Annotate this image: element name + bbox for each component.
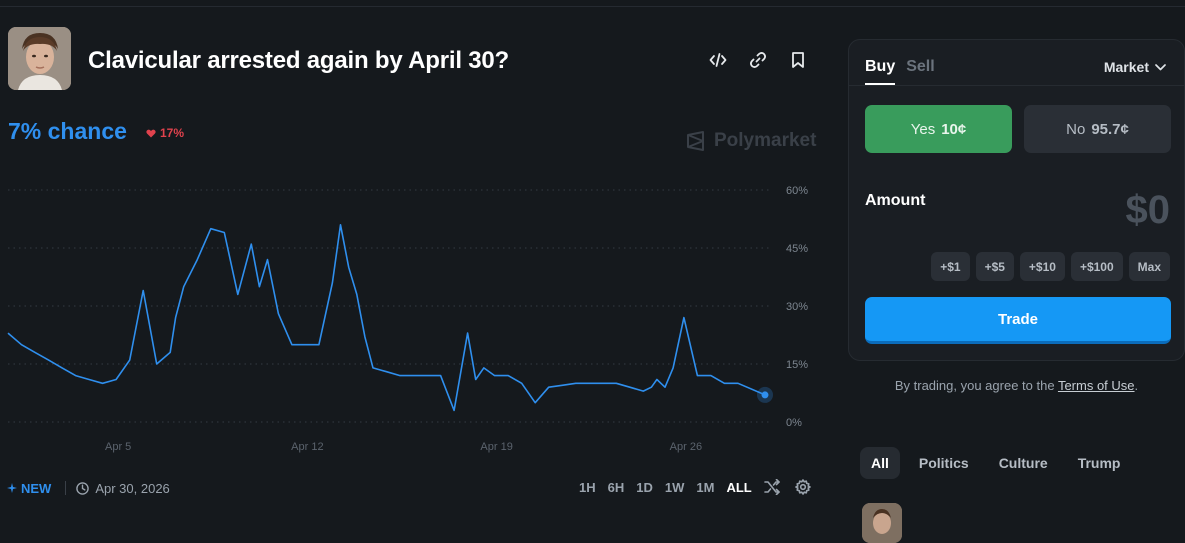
category-culture[interactable]: Culture [998, 455, 1048, 471]
y-tick-label: 15% [786, 359, 808, 371]
range-1d[interactable]: 1D [636, 479, 653, 495]
top-divider [0, 6, 1185, 7]
polymarket-icon [687, 131, 704, 151]
range-1h[interactable]: 1H [579, 479, 596, 495]
series-line [7, 224, 766, 412]
y-tick-label: 30% [786, 301, 808, 313]
link-icon[interactable] [746, 48, 770, 72]
range-6h[interactable]: 6H [607, 479, 625, 495]
clock-icon [76, 481, 90, 495]
chart-footer: NEW Apr 30, 2026 [7, 478, 170, 498]
chip-plus-1[interactable]: +$1 [931, 252, 970, 281]
market-image [8, 27, 71, 90]
price-chart[interactable]: 60% 45% 30% 15% 0% Apr 5 Apr 12 Apr 19 Apr 26 [0, 175, 840, 465]
shuffle-icon[interactable] [763, 479, 780, 495]
no-label: No [1066, 120, 1086, 138]
x-tick-label: Apr 26 [670, 441, 702, 453]
buy-no-button[interactable]: No 95.7¢ [1024, 105, 1171, 153]
chip-max[interactable]: Max [1128, 252, 1170, 281]
x-tick-label: Apr 12 [291, 441, 323, 453]
new-badge: NEW [7, 481, 51, 496]
y-tick-label: 60% [786, 185, 808, 197]
x-tick-label: Apr 5 [105, 441, 131, 453]
active-tab-indicator [865, 83, 895, 85]
brand-name: Polymarket [714, 130, 817, 151]
tab-sell[interactable]: Sell [906, 58, 935, 75]
settings-gear-icon[interactable] [794, 479, 811, 495]
chip-plus-100[interactable]: +$100 [1070, 252, 1123, 281]
buy-yes-button[interactable]: Yes 10¢ [865, 105, 1012, 153]
current-point [761, 391, 769, 399]
category-trump[interactable]: Trump [1077, 455, 1121, 471]
range-all[interactable]: ALL [726, 479, 752, 495]
trade-button[interactable]: Trade [865, 297, 1171, 344]
yes-price: 10¢ [941, 120, 967, 138]
y-tick-label: 45% [786, 243, 808, 255]
polymarket-logo: Polymarket [685, 130, 816, 152]
quick-amount-chips: +$1 +$5 +$10 +$100 Max [931, 252, 1170, 281]
terms-notice: By trading, you agree to the Terms of Us… [848, 378, 1185, 393]
end-date-text: Apr 30, 2026 [95, 480, 170, 496]
yes-label: Yes [910, 120, 936, 138]
trade-panel: Buy Sell Market Yes 10¢ No 95.7¢ Amount … [848, 39, 1185, 361]
category-all[interactable]: All [860, 447, 900, 479]
x-tick-label: Apr 19 [480, 441, 512, 453]
y-tick-label: 0% [786, 417, 802, 429]
terms-prefix: By trading, you agree to the [894, 378, 1058, 393]
time-range-selector: 1H 6H 1D 1W 1M ALL [579, 479, 811, 495]
category-politics[interactable]: Politics [918, 455, 969, 471]
bookmark-icon[interactable] [786, 48, 810, 72]
trade-tabs: Buy Sell [865, 58, 935, 76]
chance-percentage: 7% chance [8, 118, 127, 144]
no-price: 95.7¢ [1091, 120, 1129, 138]
range-1w[interactable]: 1W [664, 479, 685, 495]
amount-input[interactable]: $0 [1125, 188, 1171, 232]
related-market-image[interactable] [862, 503, 902, 543]
footer-divider [65, 481, 67, 495]
chip-plus-10[interactable]: +$10 [1019, 252, 1065, 281]
end-date: Apr 30, 2026 [76, 480, 170, 496]
terms-suffix: . [1134, 378, 1139, 393]
embed-code-icon[interactable] [706, 48, 730, 72]
category-tabs: All Politics Culture Trump [860, 447, 1131, 479]
panel-divider [849, 85, 1184, 86]
market-title: Clavicular arrested again by April 30? [88, 47, 510, 74]
terms-of-use-link[interactable]: Terms of Use [1057, 378, 1135, 393]
amount-label: Amount [865, 192, 926, 209]
tab-buy[interactable]: Buy [865, 58, 896, 75]
new-label: NEW [21, 480, 52, 496]
order-type-dropdown[interactable]: Market [1104, 59, 1166, 75]
price-change-value: 17% [160, 126, 185, 140]
heart-down-icon [146, 129, 156, 137]
order-type-value: Market [1103, 59, 1149, 75]
sparkle-icon [7, 483, 17, 493]
price-change: 17% [146, 126, 184, 140]
range-1m[interactable]: 1M [696, 479, 715, 495]
chevron-down-icon [1155, 63, 1166, 70]
chip-plus-5[interactable]: +$5 [975, 252, 1014, 281]
